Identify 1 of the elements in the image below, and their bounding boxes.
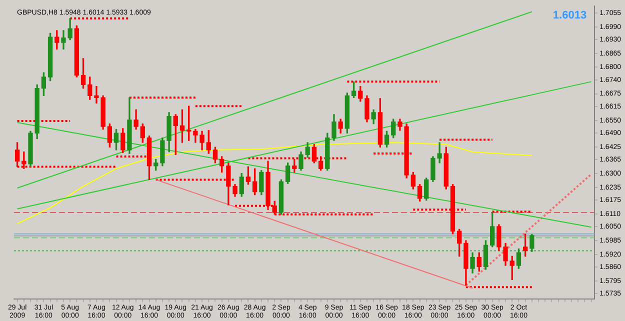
- annotation: 1.6013: [552, 10, 587, 22]
